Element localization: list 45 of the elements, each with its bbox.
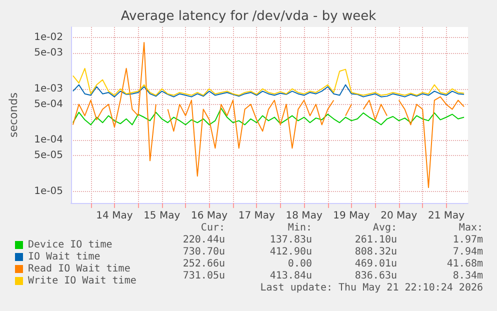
text: Cur:: [200, 222, 226, 234]
text: 412.90u: [270, 246, 312, 258]
text: 0.00: [288, 258, 312, 270]
x-tick-label: 14 May: [96, 210, 133, 222]
text: 261.10u: [354, 234, 398, 246]
chart-title: Average latency for /dev/vda - by week: [120, 9, 377, 24]
text: Avg:: [372, 222, 398, 234]
legend-label: Read IO Wait time: [28, 264, 130, 274]
legend-label: Device IO time: [28, 240, 112, 250]
text: 41.68m: [446, 258, 483, 270]
text: 413.84u: [270, 270, 312, 282]
x-tick-label: 17 May: [238, 210, 276, 222]
y-tick-label: 5e-05: [34, 150, 63, 162]
text: 137.83u: [270, 234, 312, 246]
text: 1.97m: [452, 234, 484, 246]
y-tick-label: 5e-03: [34, 47, 63, 58]
x-tick-label: 19 May: [333, 210, 370, 222]
text: Max:: [458, 222, 484, 234]
text: 808.32u: [354, 246, 398, 258]
legend-label: Write IO Wait time: [28, 276, 136, 286]
x-tick-label: 16 May: [190, 210, 228, 222]
text: Last update: Thu May 21 22:10:24 2026: [260, 282, 484, 294]
text: 7.94m: [452, 246, 484, 258]
text: 220.44u: [182, 234, 226, 246]
line-series: [72, 68, 465, 96]
text: 731.05u: [182, 270, 226, 282]
y-tick-label: 1e-04: [34, 134, 63, 146]
text: 730.70u: [182, 246, 226, 258]
y-tick-label: 1e-03: [34, 83, 63, 94]
y-tick-label: 5e-04: [34, 98, 63, 110]
text: Min:: [288, 222, 312, 234]
line-series: [72, 108, 465, 126]
text: 836.63u: [354, 270, 398, 282]
text: 252.66u: [182, 258, 226, 270]
y-tick-label: 1e-05: [34, 186, 63, 198]
x-tick-label: 18 May: [286, 210, 322, 222]
text: 8.34m: [452, 270, 484, 282]
x-tick-label: 15 May: [144, 210, 180, 222]
x-tick-label: 21 May: [428, 210, 465, 222]
text: 469.01u: [354, 258, 398, 270]
y-axis-title: seconds: [7, 92, 20, 138]
y-tick-label: 1e-02: [34, 32, 63, 43]
line-series: [72, 84, 465, 98]
x-tick-label: 20 May: [380, 210, 418, 222]
legend-label: IO Wait time: [28, 252, 100, 262]
